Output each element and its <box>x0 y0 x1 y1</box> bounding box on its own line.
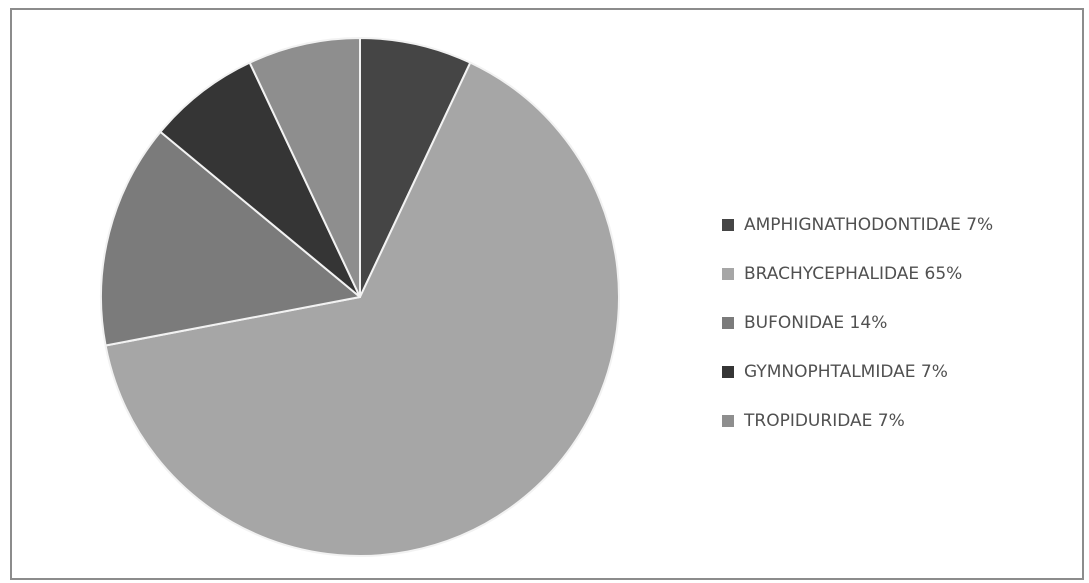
legend-item-tropiduridae: TROPIDURIDAE 7% <box>722 408 1072 433</box>
pie-slice-brachycephalidae <box>104 61 620 557</box>
legend-label: BRACHYCEPHALIDAE 65% <box>744 263 963 284</box>
legend-item-amphignathodontidae: AMPHIGNATHODONTIDAE 7% <box>722 212 1072 237</box>
pie-slice-gymnophtalmidae <box>159 61 361 298</box>
legend-item-brachycephalidae: BRACHYCEPHALIDAE 65% <box>722 261 1072 286</box>
legend-label: TROPIDURIDAE 7% <box>744 410 905 431</box>
legend-swatch <box>722 267 734 280</box>
legend-swatch <box>722 365 734 378</box>
pie-slice-amphignathodontidae <box>359 37 472 298</box>
legend-swatch <box>722 316 734 329</box>
legend-item-bufonidae: BUFONIDAE 14% <box>722 310 1072 335</box>
legend-swatch <box>722 414 734 427</box>
legend: AMPHIGNATHODONTIDAE 7% BRACHYCEPHALIDAE … <box>722 212 1072 457</box>
pie-slice-bufonidae <box>100 130 361 347</box>
legend-label: AMPHIGNATHODONTIDAE 7% <box>744 214 994 235</box>
legend-label: BUFONIDAE 14% <box>744 312 888 333</box>
legend-label: GYMNOPHTALMIDAE 7% <box>744 361 948 382</box>
legend-swatch <box>722 218 734 231</box>
legend-item-gymnophtalmidae: GYMNOPHTALMIDAE 7% <box>722 359 1072 384</box>
pie-slice-tropiduridae <box>248 37 361 298</box>
pie-slices <box>100 37 620 557</box>
